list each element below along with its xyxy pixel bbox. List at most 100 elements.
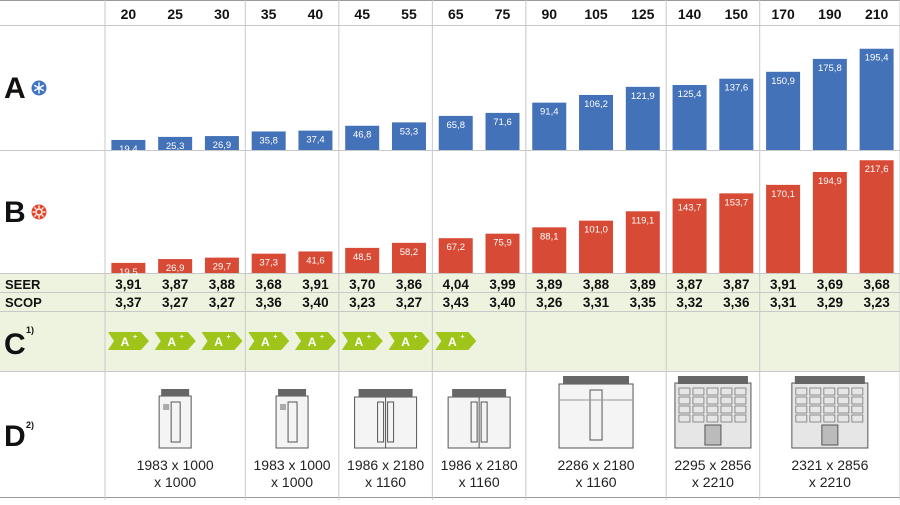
svg-text:A: A <box>261 335 270 349</box>
bar-b <box>204 257 239 273</box>
dimension-line-2: x 2210 <box>809 474 851 490</box>
unit-drawing <box>558 376 634 449</box>
bar-a <box>766 71 801 150</box>
bar-a <box>391 122 426 150</box>
scop-value: 3,36 <box>256 295 283 310</box>
scop-value: 3,43 <box>443 295 470 310</box>
energy-class-badge: A + <box>248 332 290 350</box>
scop-value: 3,35 <box>630 295 657 310</box>
snowflake-icon <box>31 80 47 96</box>
model-header: 40 <box>308 6 324 22</box>
bar-b <box>766 184 801 273</box>
bar-a <box>579 94 614 150</box>
bar-a <box>812 58 847 150</box>
bar-a <box>625 86 660 150</box>
bar-b <box>391 242 426 273</box>
bar-b <box>158 259 193 273</box>
bar-a <box>345 125 380 150</box>
bar-b <box>532 227 567 273</box>
bar-value-label: 29,7 <box>213 262 232 273</box>
bar-a <box>438 115 473 150</box>
energy-class-badge: A + <box>341 332 383 350</box>
model-header: 125 <box>631 6 655 22</box>
energy-class-badge: A + <box>108 332 149 350</box>
svg-text:+: + <box>460 334 464 341</box>
bar-value-label: 137,6 <box>724 83 748 94</box>
row-c-footnote: 1) <box>26 325 34 335</box>
dimension-line-2: x 1160 <box>365 474 406 490</box>
svg-text:A: A <box>354 335 363 349</box>
seer-value: 3,87 <box>676 277 702 292</box>
sun-icon <box>31 204 47 220</box>
scop-value: 3,31 <box>583 295 610 310</box>
bar-value-label: 26,9 <box>213 140 232 151</box>
bar-value-label: 37,4 <box>306 135 325 146</box>
model-header: 190 <box>818 6 842 22</box>
bar-a <box>672 85 707 150</box>
dimension-line-2: x 1000 <box>271 474 313 490</box>
energy-class-badge: A + <box>435 332 477 350</box>
bar-value-label: 35,8 <box>259 135 278 146</box>
svg-text:+: + <box>414 334 418 341</box>
seer-value: 3,87 <box>723 277 749 292</box>
bar-value-label: 170,1 <box>771 189 795 200</box>
seer-value: 3,91 <box>770 277 797 292</box>
svg-text:+: + <box>320 334 324 341</box>
seer-label: SEER <box>5 277 41 292</box>
bar-value-label: 121,9 <box>631 91 655 102</box>
scop-value: 3,23 <box>863 295 890 310</box>
model-header: 35 <box>261 6 277 22</box>
seer-value: 3,88 <box>209 277 236 292</box>
svg-text:+: + <box>227 334 231 341</box>
row-d-footnote: 2) <box>26 420 34 430</box>
bar-value-label: 67,2 <box>446 242 465 253</box>
seer-value: 4,04 <box>443 277 470 292</box>
svg-text:+: + <box>180 334 184 341</box>
bar-value-label: 175,8 <box>818 63 842 74</box>
bar-value-label: 26,9 <box>166 263 185 274</box>
model-header: 90 <box>541 6 557 22</box>
svg-text:A: A <box>167 335 176 349</box>
bar-value-label: 53,3 <box>400 126 419 137</box>
bar-b <box>625 211 660 273</box>
seer-value: 3,68 <box>863 277 890 292</box>
dimension-line-2: x 1160 <box>576 474 617 490</box>
bar-b <box>438 238 473 273</box>
scop-value: 3,27 <box>209 295 235 310</box>
bar-value-label: 41,6 <box>306 255 325 266</box>
model-header: 55 <box>401 6 417 22</box>
dimension-line-1: 2295 x 2856 <box>674 457 751 473</box>
row-a-letter: A <box>4 72 26 105</box>
dimension-line-2: x 1160 <box>459 474 500 490</box>
unit-drawing <box>158 389 192 449</box>
svg-text:A: A <box>121 335 130 349</box>
scop-value: 3,27 <box>162 295 188 310</box>
bar-b <box>485 233 520 273</box>
bar-value-label: 143,7 <box>678 203 702 214</box>
dimension-line-1: 1983 x 1000 <box>137 457 214 473</box>
energy-class-badge: A + <box>154 332 196 350</box>
seer-value: 3,99 <box>489 277 515 292</box>
bar-value-label: 25,3 <box>166 141 185 152</box>
model-header: 150 <box>725 6 749 22</box>
svg-text:+: + <box>273 334 277 341</box>
scop-value: 3,37 <box>115 295 141 310</box>
unit-drawing <box>674 376 752 449</box>
seer-value: 3,91 <box>302 277 329 292</box>
bar-a <box>111 139 146 150</box>
bar-value-label: 119,1 <box>631 215 654 226</box>
bar-value-label: 19,4 <box>119 144 138 155</box>
seer-value: 3,88 <box>583 277 610 292</box>
seer-value: 3,91 <box>115 277 142 292</box>
bar-b <box>859 160 894 273</box>
dimension-line-1: 2321 x 2856 <box>791 457 868 473</box>
unit-drawing <box>354 389 418 449</box>
bar-b <box>345 247 380 273</box>
dimension-line-2: x 2210 <box>692 474 734 490</box>
bar-a <box>158 136 193 150</box>
scop-value: 3,32 <box>676 295 702 310</box>
bar-value-label: 153,7 <box>724 197 748 208</box>
scop-value: 3,40 <box>302 295 328 310</box>
